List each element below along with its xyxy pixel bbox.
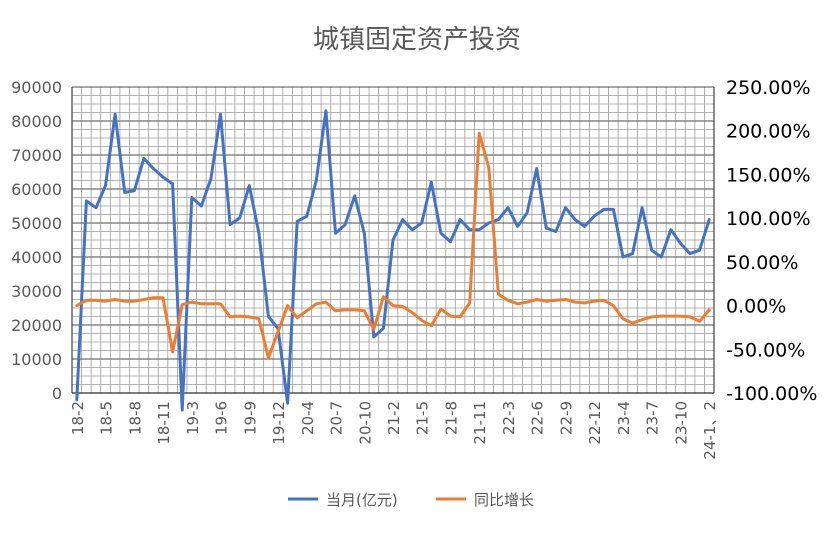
- y-right-tick-label: 100.00%: [726, 208, 811, 230]
- x-tick-label: 22-3: [500, 401, 518, 435]
- y-left-tick-label: 10000: [11, 350, 62, 369]
- y-right-tick-label: -100.00%: [726, 383, 817, 405]
- x-tick-label: 20-4: [299, 401, 317, 435]
- x-tick-label: 18-2: [69, 401, 87, 435]
- x-tick-label: 18-8: [126, 401, 144, 435]
- x-tick-label: 21-2: [385, 401, 403, 435]
- x-tick-label: 19-6: [213, 401, 231, 435]
- x-tick-label: 21-8: [442, 401, 460, 435]
- x-tick-label: 22-12: [586, 401, 604, 445]
- x-tick-label: 19-12: [270, 401, 288, 445]
- x-tick-label: 18-11: [155, 401, 173, 445]
- legend-label: 当月(亿元): [326, 491, 398, 509]
- x-tick-label: 21-11: [471, 401, 489, 445]
- y-left-tick-label: 60000: [11, 180, 62, 199]
- y-right-tick-label: 50.00%: [726, 252, 798, 274]
- x-tick-label: 20-10: [356, 401, 374, 445]
- y-right-tick-label: 200.00%: [726, 121, 811, 143]
- x-tick-label: 22-6: [529, 401, 547, 435]
- x-tick-label: 18-5: [98, 401, 116, 435]
- y-right-tick-label: 150.00%: [726, 164, 811, 186]
- x-tick-label: 22-9: [557, 401, 575, 435]
- y-left-tick-label: 0: [52, 384, 62, 403]
- y-right-tick-label: -50.00%: [726, 339, 805, 361]
- x-tick-label: 23-7: [644, 401, 662, 435]
- chart-title: 城镇固定资产投资: [313, 25, 521, 55]
- x-tick-label: 23-4: [615, 401, 633, 435]
- y-right-tick-label: 250.00%: [726, 77, 811, 99]
- y-left-tick-label: 70000: [11, 146, 62, 165]
- x-tick-label: 21-5: [414, 401, 432, 435]
- y-left-tick-label: 90000: [11, 78, 62, 97]
- x-tick-label: 24-1、2: [701, 401, 719, 460]
- x-tick-label: 20-7: [328, 401, 346, 435]
- x-tick-label: 19-9: [241, 401, 259, 435]
- y-left-tick-label: 80000: [11, 112, 62, 131]
- y-left-tick-label: 50000: [11, 214, 62, 233]
- y-left-tick-label: 40000: [11, 248, 62, 267]
- legend-label: 同比增长: [474, 491, 534, 509]
- y-right-tick-label: 0.00%: [726, 296, 786, 318]
- y-left-tick-label: 30000: [11, 282, 62, 301]
- x-tick-label: 19-3: [184, 401, 202, 435]
- y-left-tick-label: 20000: [11, 316, 62, 335]
- x-tick-label: 23-10: [672, 401, 690, 445]
